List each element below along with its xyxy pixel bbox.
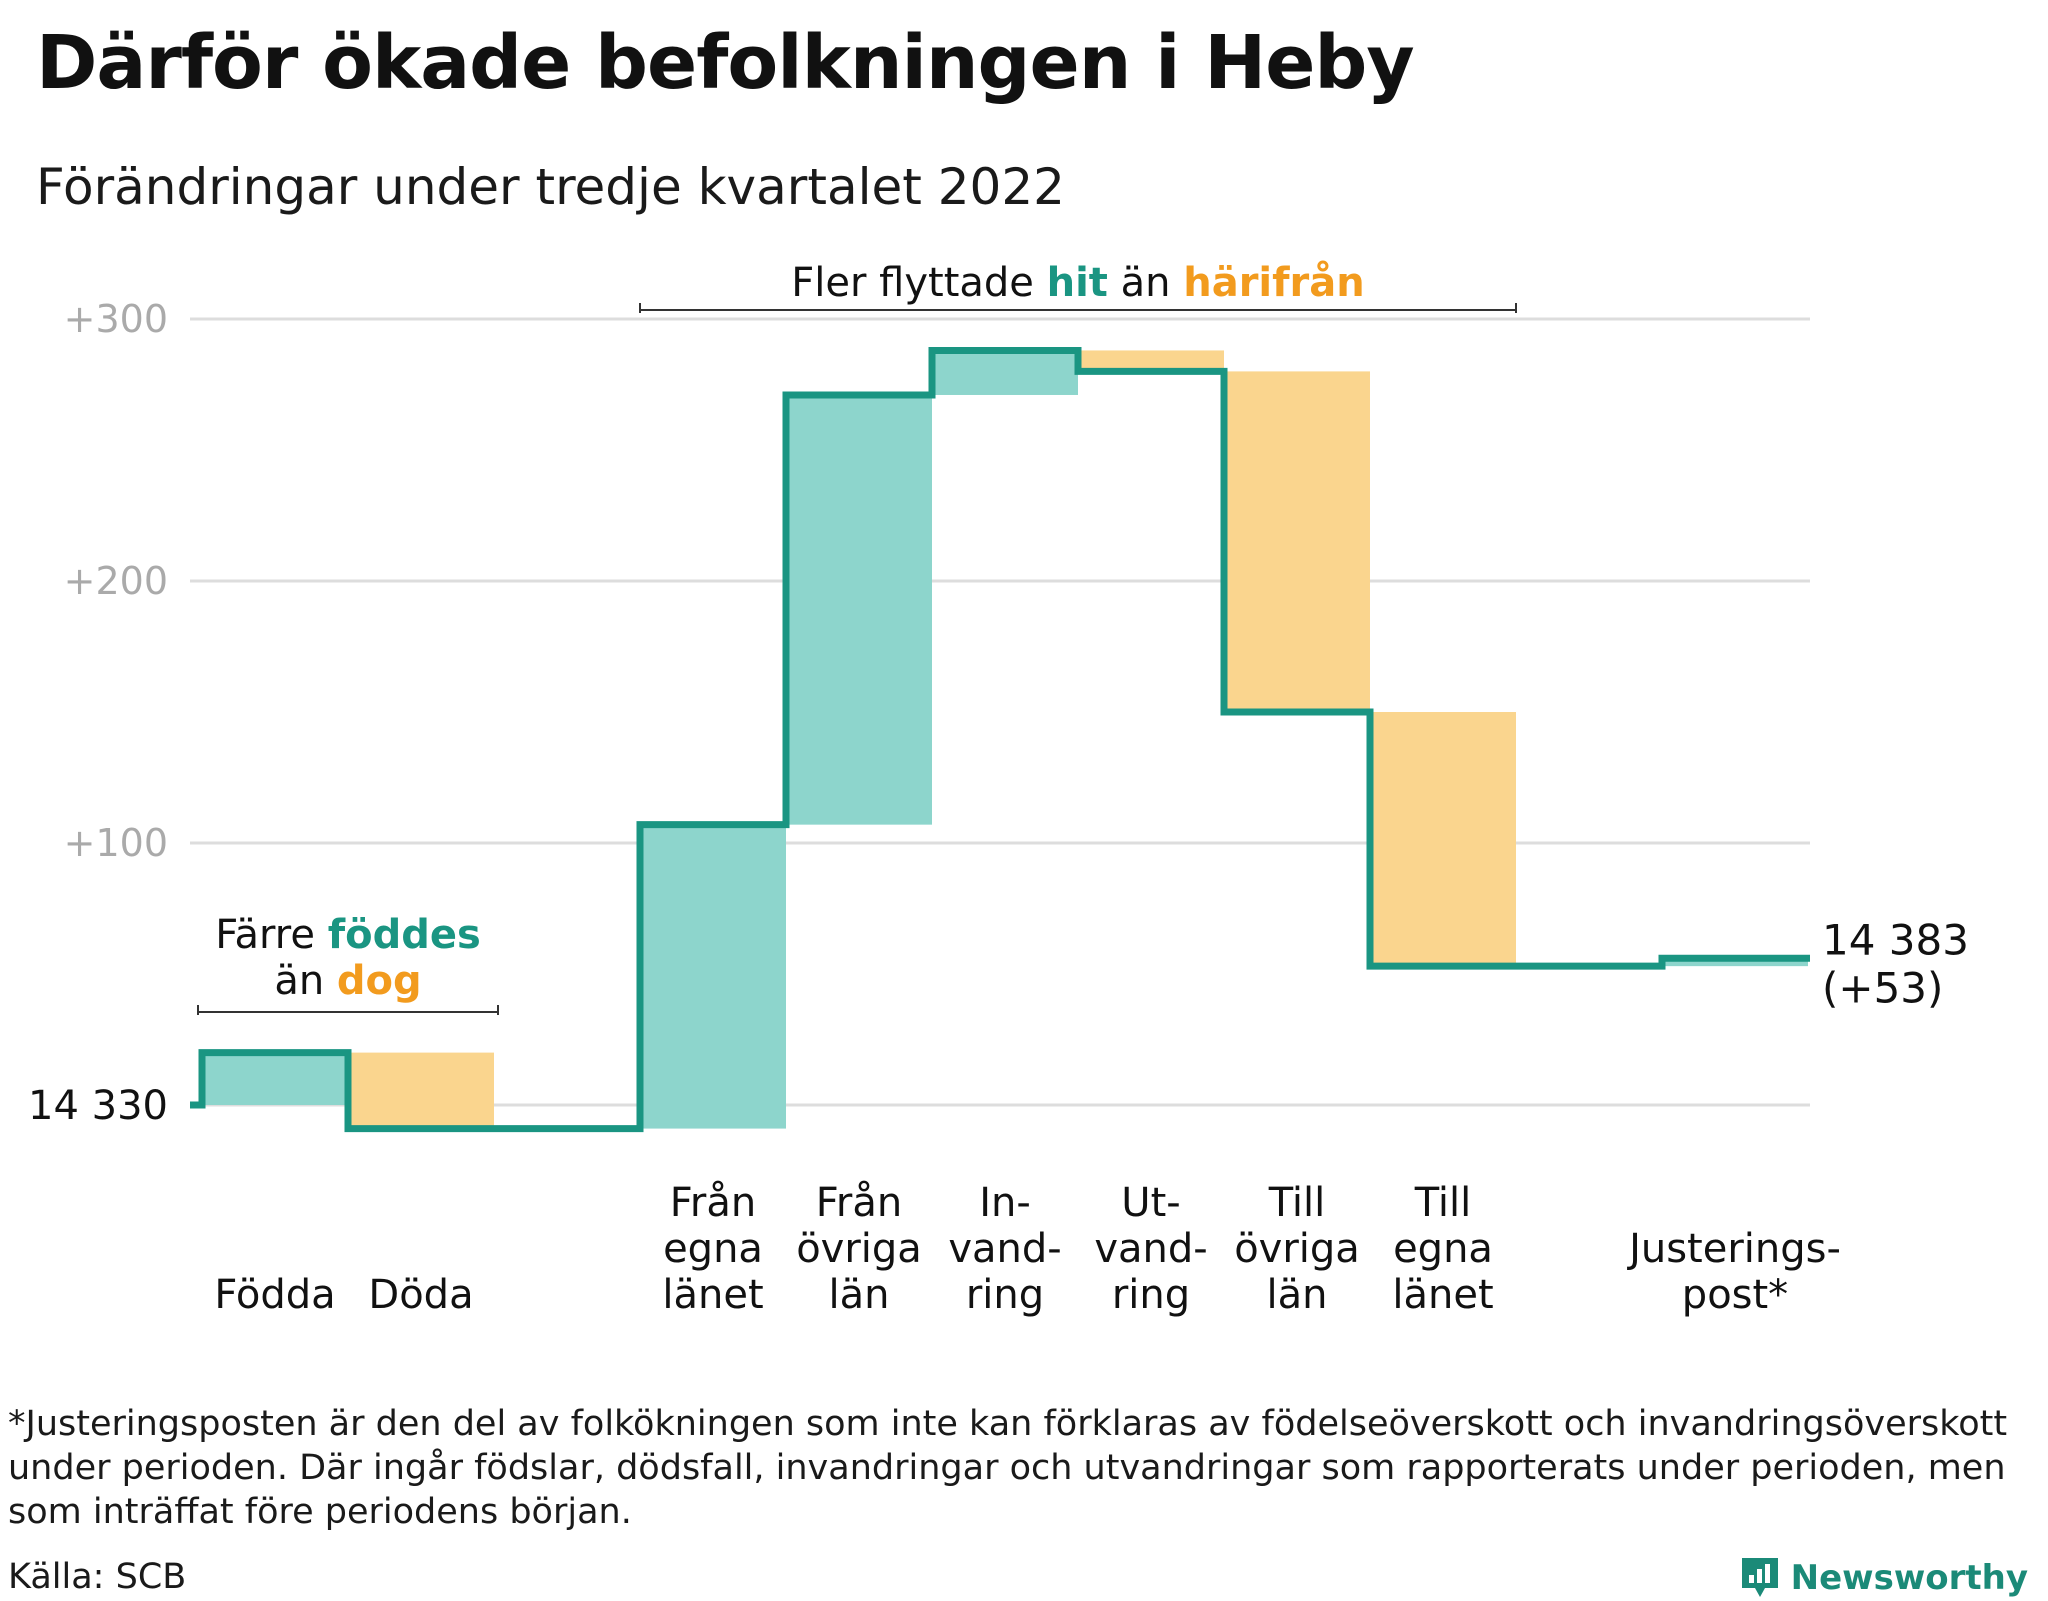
source-label: Källa: SCB bbox=[8, 1557, 187, 1597]
category-label: Från bbox=[816, 1180, 902, 1226]
annotation-bracket-births bbox=[197, 1005, 499, 1015]
inflow-bar bbox=[932, 350, 1078, 395]
category-label: övriga bbox=[796, 1226, 922, 1272]
inflow-bar bbox=[1662, 958, 1808, 967]
category-label: länet bbox=[662, 1272, 763, 1318]
end-change-label: (+53) bbox=[1822, 963, 1943, 1012]
category-label: Ut- bbox=[1121, 1180, 1180, 1226]
category-label: Till bbox=[1414, 1180, 1472, 1226]
category-label: In- bbox=[979, 1180, 1031, 1226]
footnote: *Justeringsposten är den del av folkökni… bbox=[8, 1404, 2008, 1532]
category-label: län bbox=[829, 1272, 890, 1318]
chart-title: Därför ökade befolkningen i Heby bbox=[36, 20, 1415, 106]
cumulative-step-line bbox=[190, 346, 1810, 1133]
category-label: länet bbox=[1392, 1272, 1493, 1318]
outflow-bar bbox=[1370, 712, 1516, 967]
category-label: Till bbox=[1268, 1180, 1326, 1226]
annotation-births-deaths: än dog bbox=[274, 958, 421, 1004]
inflow-bar bbox=[640, 824, 786, 1129]
category-label: Från bbox=[670, 1180, 756, 1226]
chart-subtitle: Förändringar under tredje kvartalet 2022 bbox=[36, 158, 1065, 216]
newsworthy-logo: Newsworthy bbox=[1739, 1555, 2028, 1601]
category-label: övriga bbox=[1234, 1226, 1360, 1272]
start-value-label: 14 330 bbox=[28, 1083, 168, 1129]
category-label: Döda bbox=[368, 1272, 473, 1318]
category-label: ring bbox=[966, 1272, 1044, 1318]
category-label: län bbox=[1267, 1272, 1328, 1318]
outflow-bar bbox=[1078, 350, 1224, 372]
outflow-bar bbox=[348, 1052, 494, 1129]
category-label: egna bbox=[1393, 1226, 1493, 1272]
annotation-bracket-migration bbox=[639, 303, 1517, 313]
category-label: vand- bbox=[1094, 1226, 1207, 1272]
inflow-bar bbox=[202, 1052, 348, 1105]
y-tick-label: +300 bbox=[64, 297, 168, 341]
annotation-migration: Fler flyttade hit än härifrån bbox=[791, 259, 1364, 306]
logo-text: Newsworthy bbox=[1790, 1558, 2028, 1598]
newsworthy-chat-icon bbox=[1741, 1558, 1778, 1597]
y-tick-label: +100 bbox=[64, 821, 168, 865]
category-label: post* bbox=[1682, 1272, 1788, 1318]
outflow-bar bbox=[1224, 371, 1370, 712]
y-tick-label: +200 bbox=[64, 559, 168, 603]
annotation-births-deaths: Färre föddes bbox=[215, 912, 481, 958]
inflow-bar bbox=[786, 394, 932, 825]
category-label: Justerings- bbox=[1626, 1226, 1841, 1272]
category-label: Födda bbox=[214, 1272, 335, 1318]
end-value-label: 14 383 bbox=[1822, 915, 1969, 964]
category-label: ring bbox=[1112, 1272, 1190, 1318]
category-label: vand- bbox=[948, 1226, 1061, 1272]
category-label: egna bbox=[663, 1226, 763, 1272]
